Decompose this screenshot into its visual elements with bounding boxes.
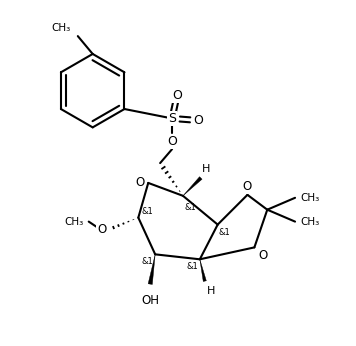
- Polygon shape: [200, 259, 206, 282]
- Text: H: H: [207, 286, 215, 296]
- Text: O: O: [97, 223, 106, 236]
- Text: &1: &1: [186, 262, 198, 271]
- Text: H: H: [202, 164, 210, 174]
- Text: CH₃: CH₃: [300, 217, 319, 227]
- Text: &1: &1: [141, 257, 153, 266]
- Text: O: O: [135, 176, 144, 189]
- Text: O: O: [258, 249, 268, 262]
- Text: &1: &1: [219, 228, 230, 237]
- Text: CH₃: CH₃: [300, 193, 319, 203]
- Text: S: S: [168, 112, 176, 125]
- Text: OH: OH: [141, 294, 159, 307]
- Text: &1: &1: [141, 207, 153, 216]
- Text: CH₃: CH₃: [64, 217, 84, 227]
- Polygon shape: [183, 177, 202, 196]
- Text: O: O: [172, 89, 182, 102]
- Text: CH₃: CH₃: [52, 23, 71, 33]
- Text: O: O: [193, 114, 203, 127]
- Text: O: O: [167, 135, 177, 148]
- Polygon shape: [148, 254, 155, 284]
- Text: &1: &1: [185, 203, 197, 212]
- Text: O: O: [243, 180, 252, 193]
